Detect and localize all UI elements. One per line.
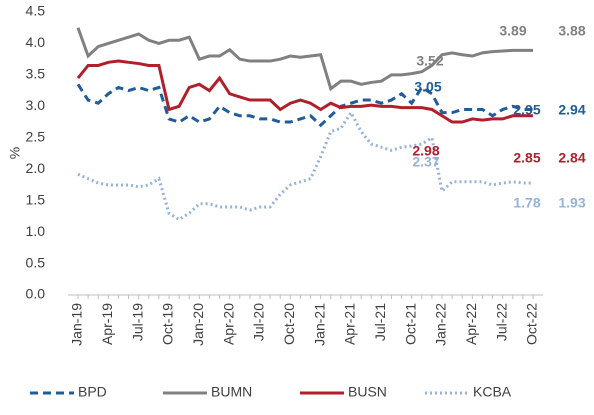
data-label: 2.94 xyxy=(558,102,585,118)
y-tick-label: 3.5 xyxy=(26,66,46,82)
x-tick-label: Oct-20 xyxy=(281,303,297,345)
y-tick-label: 1.5 xyxy=(26,191,46,207)
x-tick-label: Oct-21 xyxy=(402,303,418,345)
y-tick-label: 2.5 xyxy=(26,128,46,144)
y-tick-label: 0.5 xyxy=(26,254,46,270)
data-label: 3.05 xyxy=(414,79,441,95)
y-tick-label: 0.0 xyxy=(26,286,46,302)
x-tick-label: Oct-19 xyxy=(160,303,176,345)
series-line xyxy=(76,59,533,124)
series-line xyxy=(76,27,533,92)
y-tick-label: 4.5 xyxy=(26,3,46,19)
data-label: 3.52 xyxy=(416,53,443,69)
y-tick-label: 2.0 xyxy=(26,160,46,176)
x-tick-label: Jan-21 xyxy=(311,303,327,346)
series-line xyxy=(76,83,533,128)
x-tick-label: Jan-20 xyxy=(190,303,206,346)
data-label: 2.84 xyxy=(558,150,585,166)
data-label: 1.78 xyxy=(513,195,540,211)
data-label: 3.89 xyxy=(499,23,526,39)
x-tick-label: Apr-19 xyxy=(99,303,115,345)
x-tick-label: Jul-19 xyxy=(129,303,145,341)
x-tick-label: Oct-22 xyxy=(524,303,540,345)
x-tick-label: Jan-22 xyxy=(433,303,449,346)
y-axis-label: % xyxy=(7,147,23,159)
data-label: 3.88 xyxy=(558,23,585,39)
series-line xyxy=(77,109,533,222)
legend-label: BUSN xyxy=(348,384,387,400)
x-tick-label: Jul-20 xyxy=(251,303,267,341)
data-label: 2.85 xyxy=(513,150,540,166)
y-tick-label: 1.0 xyxy=(26,223,46,239)
x-tick-label: Jan-19 xyxy=(69,303,85,346)
x-tick-label: Apr-21 xyxy=(342,303,358,345)
legend-label: KCBA xyxy=(473,384,512,400)
data-label: 2.37 xyxy=(412,154,439,170)
data-label: 1.93 xyxy=(558,195,585,211)
x-tick-label: Apr-20 xyxy=(220,303,236,345)
legend-label: BPD xyxy=(78,384,107,400)
x-tick-label: Jul-21 xyxy=(372,303,388,341)
x-tick-label: Jul-22 xyxy=(493,303,509,341)
x-tick-label: Apr-22 xyxy=(463,303,479,345)
legend-label: BUMN xyxy=(211,384,252,400)
y-tick-label: 3.0 xyxy=(26,97,46,113)
data-label: 2.95 xyxy=(513,102,540,118)
y-tick-label: 4.0 xyxy=(26,34,46,50)
data-label: 2.98 xyxy=(412,143,439,159)
